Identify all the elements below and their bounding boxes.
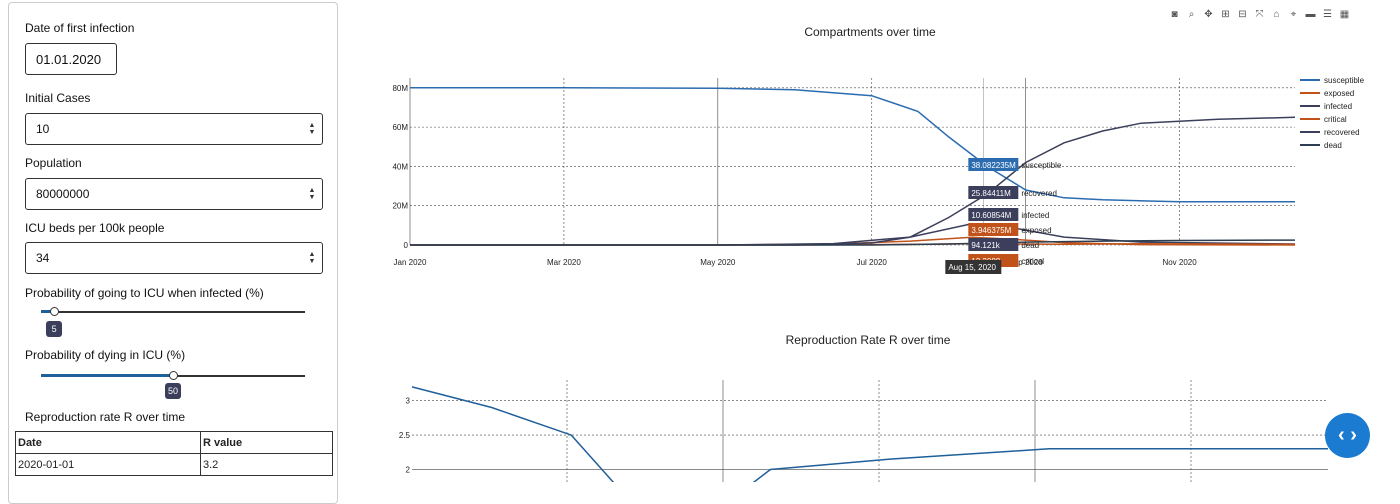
hover-date-box (945, 260, 1002, 274)
prob-icu-slider-handle[interactable] (50, 307, 60, 316)
legend-label-susceptible: susceptible (1324, 76, 1365, 85)
home-icon[interactable]: ⌂ (1273, 9, 1280, 20)
initial-cases-label: Initial Cases (25, 91, 91, 105)
first-infection-field[interactable] (25, 43, 117, 75)
population-label: Population (25, 156, 82, 170)
prob-death-slider-handle[interactable] (169, 371, 178, 380)
table-row[interactable]: 2020-01-01 3.2 (15, 453, 333, 476)
x-tick-label: Jan 2020 (394, 258, 427, 267)
series-line-infected (410, 223, 1296, 246)
hover-label-value: 25.84411M (971, 189, 1011, 198)
hover-label-box (968, 186, 1019, 199)
hover-closest-icon[interactable]: ▬ (1305, 9, 1316, 20)
hover-date-label: Aug 15, 2020 (948, 263, 996, 272)
y-tick-label: 2 (406, 465, 411, 474)
camera-icon[interactable]: ◙ (1171, 9, 1178, 20)
population-input[interactable] (26, 179, 296, 209)
hover-label-value: 3.946375M (971, 226, 1011, 235)
first-infection-label: Date of first infection (25, 21, 135, 35)
column-header-r-value[interactable]: R value (200, 431, 333, 454)
y-tick-label: 80M (392, 84, 408, 93)
hover-label-box (968, 223, 1019, 236)
r-table-label: Reproduction rate R over time (25, 410, 186, 424)
initial-cases-input[interactable] (26, 114, 296, 144)
y-tick-label: 3 (406, 397, 411, 406)
spike-lines-icon[interactable]: ⌖ (1290, 9, 1297, 20)
legend-label-exposed: exposed (1324, 89, 1354, 98)
hover-label-value: 38.082235M (971, 161, 1016, 170)
legend-label-infected: infected (1324, 102, 1352, 111)
hover-label-box (968, 158, 1019, 171)
table-header-row: Date R value (15, 431, 333, 454)
x-tick-label: Sep 2020 (1009, 258, 1044, 267)
prob-death-label: Probability of dying in ICU (%) (25, 348, 186, 362)
x-tick-label: May 2020 (700, 258, 736, 267)
x-tick-label: Mar 2020 (547, 258, 581, 267)
hover-label-value: 94.121k (971, 241, 1000, 250)
series-line-dead (410, 239, 1296, 246)
series-line-susceptible (410, 87, 1295, 203)
prob-death-slider-fill (41, 374, 173, 377)
chart-title: Reproduction Rate R over time (786, 333, 951, 347)
autoscale-icon[interactable]: ⤧ (1255, 9, 1264, 20)
column-header-date[interactable]: Date (15, 431, 201, 454)
hover-label-series: susceptible (1021, 161, 1062, 170)
code-toggle-button[interactable]: ‹ › (1325, 413, 1370, 458)
series-line-recovered (410, 116, 1296, 246)
spinner-icon[interactable]: ▲ ▼ (308, 187, 316, 201)
icu-beds-label: ICU beds per 100k people (25, 221, 165, 235)
code-icon: ‹ › (1338, 424, 1357, 446)
prob-icu-slider[interactable] (41, 311, 305, 313)
initial-cases-field[interactable]: ▲▼ (25, 113, 323, 145)
prob-death-value-tooltip: 50 (165, 383, 181, 399)
first-infection-input[interactable] (26, 44, 116, 74)
zoom-in-icon[interactable]: ⊞ (1221, 9, 1230, 20)
icu-beds-input[interactable] (26, 243, 296, 273)
prob-icu-slider-fill (41, 310, 55, 313)
legend-label-critical: critical (1324, 115, 1347, 124)
zoom-out-icon[interactable]: ⊟ (1238, 9, 1247, 20)
zoom-icon[interactable]: ⌕ (1188, 9, 1195, 20)
reproduction-rate-chart[interactable]: Reproduction Rate R over time 2 2.5 3 (380, 325, 1340, 482)
chart-modebar: ◙ ⌕ ✥ ⊞ ⊟ ⤧ ⌂ ⌖ ▬ ☰ ▦ (1168, 8, 1351, 21)
hover-label-series: dead (1021, 241, 1039, 250)
hover-label-value: 10.60854M (971, 211, 1011, 220)
spinner-icon[interactable]: ▲ ▼ (308, 251, 316, 265)
y-tick-label: 20M (392, 202, 408, 211)
compartments-chart[interactable]: Compartments over time Jan 2020 Mar 2020 Ma… (380, 18, 1380, 288)
hover-label-series: exposed (1021, 226, 1051, 235)
controls-panel: Date of first infection Initial Cases ▲▼… (8, 2, 338, 504)
icu-beds-field[interactable]: ▲▼ (25, 242, 323, 274)
prob-icu-value-tooltip: 5 (46, 321, 63, 337)
plotly-logo-icon[interactable]: ▦ (1339, 9, 1350, 20)
r-table: Date R value 2020-01-01 3.2 (15, 431, 333, 476)
table-cell-r-value[interactable]: 3.2 (200, 453, 333, 476)
hover-compare-icon[interactable]: ☰ (1323, 9, 1332, 20)
y-tick-label: 2.5 (399, 431, 411, 440)
hover-label-series: recovered (1021, 189, 1057, 198)
population-field[interactable]: ▲▼ (25, 178, 323, 210)
y-tick-label: 40M (392, 162, 408, 171)
chart-title: Compartments over time (804, 25, 936, 39)
hover-label-series: critical (1021, 257, 1044, 266)
hover-label-box (968, 238, 1019, 251)
x-tick-label: Nov 2020 (1162, 258, 1197, 267)
hover-label-box (968, 208, 1019, 221)
prob-icu-label: Probability of going to ICU when infecte… (25, 286, 264, 300)
x-tick-label: Jul 2020 (857, 258, 888, 267)
spinner-icon[interactable]: ▲ ▼ (308, 122, 316, 136)
pan-icon[interactable]: ✥ (1204, 9, 1213, 20)
table-cell-date[interactable]: 2020-01-01 (15, 453, 201, 476)
series-line-r (411, 386, 1328, 482)
y-tick-label: 0 (404, 241, 409, 250)
legend-label-recovered: recovered (1324, 128, 1360, 137)
y-tick-label: 60M (392, 123, 408, 132)
hover-label-series: infected (1021, 211, 1049, 220)
legend-label-dead: dead (1324, 141, 1342, 150)
